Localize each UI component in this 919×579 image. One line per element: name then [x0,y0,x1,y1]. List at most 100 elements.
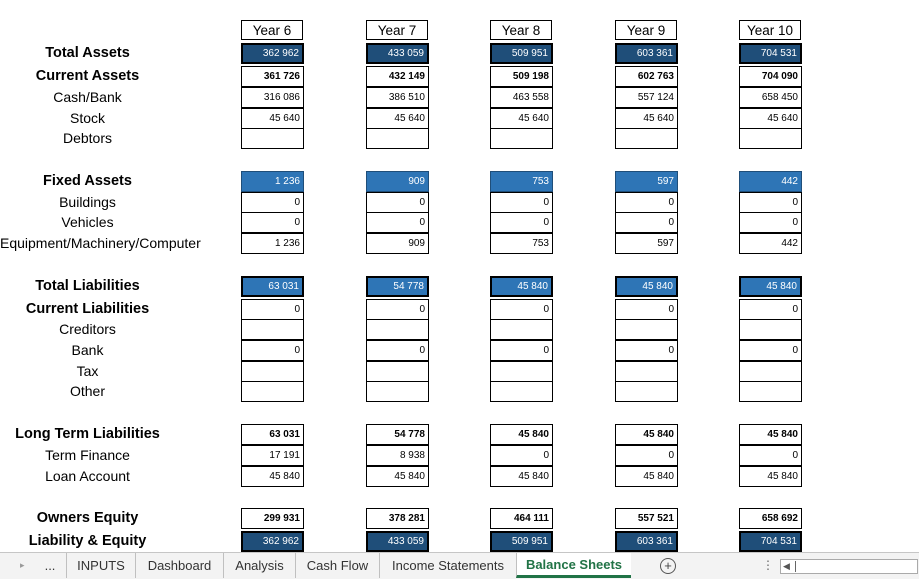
spreadsheet-grid[interactable]: Year 6 Year 7 Year 8 Year 9 Year 10 Total Ass… [0,0,919,552]
table-cell[interactable] [615,128,678,149]
row-label[interactable]: Cash/Bank [53,89,122,105]
table-cell[interactable]: 753 [490,233,553,254]
table-cell[interactable]: 509 198 [490,66,553,87]
table-cell[interactable]: 658 450 [739,87,802,108]
table-cell[interactable] [490,361,553,382]
table-cell[interactable]: 753 [490,171,553,192]
column-header[interactable]: Year 6 [241,20,303,40]
row-label[interactable]: Vehicles [61,214,114,230]
table-cell[interactable] [615,381,678,402]
table-cell[interactable]: 704 531 [739,43,802,64]
table-cell[interactable]: 361 726 [241,66,304,87]
row-label[interactable]: Bank [71,342,104,358]
table-cell[interactable]: 54 778 [366,276,429,297]
table-cell[interactable]: 603 361 [615,531,678,552]
vertical-dots-icon[interactable]: ⋮ [762,558,774,572]
tab-balance-sheets[interactable]: Balance Sheets [516,553,631,578]
table-cell[interactable]: 45 640 [615,108,678,129]
table-cell[interactable]: 0 [739,299,802,320]
row-label[interactable]: Buildings [59,194,116,210]
table-cell[interactable]: 0 [739,340,802,361]
table-cell[interactable]: 45 840 [366,466,429,487]
table-cell[interactable]: 316 086 [241,87,304,108]
table-cell[interactable] [615,361,678,382]
table-cell[interactable]: 362 962 [241,531,304,552]
table-cell[interactable]: 603 361 [615,43,678,64]
table-cell[interactable]: 63 031 [241,424,304,445]
table-cell[interactable] [739,319,802,340]
table-cell[interactable] [241,361,304,382]
table-cell[interactable]: 557 124 [615,87,678,108]
table-cell[interactable]: 0 [615,340,678,361]
table-cell[interactable]: 0 [241,212,304,233]
tab-income-statements[interactable]: Income Statements [379,553,516,578]
table-cell[interactable]: 0 [615,445,678,466]
table-cell[interactable]: 45 840 [490,276,553,297]
table-cell[interactable]: 63 031 [241,276,304,297]
table-cell[interactable]: 0 [366,192,429,213]
table-cell[interactable]: 0 [490,212,553,233]
table-cell[interactable]: 909 [366,171,429,192]
table-cell[interactable]: 0 [490,192,553,213]
row-label[interactable]: Creditors [59,321,116,337]
row-label[interactable]: Fixed Assets [43,173,132,189]
table-cell[interactable] [366,361,429,382]
table-cell[interactable]: 597 [615,233,678,254]
row-label[interactable]: Equipment/Machinery/Computer [0,235,201,251]
tab-analysis[interactable]: Analysis [223,553,295,578]
table-cell[interactable]: 432 149 [366,66,429,87]
table-cell[interactable]: 509 951 [490,531,553,552]
row-label[interactable]: Term Finance [45,447,130,463]
scroll-left-icon[interactable]: ◀ [783,561,790,571]
table-cell[interactable]: 45 840 [241,466,304,487]
table-cell[interactable]: 0 [366,212,429,233]
table-cell[interactable]: 602 763 [615,66,678,87]
table-cell[interactable]: 45 840 [739,424,802,445]
row-label[interactable]: Total Liabilities [35,278,140,294]
table-cell[interactable]: 909 [366,233,429,254]
table-cell[interactable]: 45 840 [615,466,678,487]
table-cell[interactable]: 433 059 [366,531,429,552]
table-cell[interactable]: 8 938 [366,445,429,466]
table-cell[interactable]: 45 840 [739,276,802,297]
horizontal-scrollbar[interactable]: ◀ [780,559,918,574]
table-cell[interactable]: 0 [490,340,553,361]
table-cell[interactable]: 509 951 [490,43,553,64]
row-label[interactable]: Owners Equity [36,510,139,526]
row-label[interactable]: Stock [69,110,105,126]
column-header[interactable]: Year 10 [739,20,801,40]
table-cell[interactable]: 658 692 [739,508,802,529]
table-cell[interactable]: 704 531 [739,531,802,552]
tab-cash-flow[interactable]: Cash Flow [295,553,379,578]
add-sheet-icon[interactable]: + [660,558,676,574]
table-cell[interactable]: 45 640 [241,108,304,129]
table-cell[interactable]: 463 558 [490,87,553,108]
table-cell[interactable]: 464 111 [490,508,553,529]
table-cell[interactable]: 45 640 [490,108,553,129]
table-cell[interactable] [366,128,429,149]
table-cell[interactable]: 0 [490,445,553,466]
table-cell[interactable]: 0 [615,299,678,320]
table-cell[interactable]: 45 640 [366,108,429,129]
row-label[interactable]: Long Term Liabilities [15,426,160,442]
table-cell[interactable]: 1 236 [241,171,304,192]
row-label[interactable]: Liability & Equity [28,533,147,549]
table-cell[interactable] [490,128,553,149]
table-cell[interactable]: 0 [366,299,429,320]
table-cell[interactable]: 45 840 [490,424,553,445]
table-cell[interactable] [366,319,429,340]
row-label[interactable]: Tax [76,363,99,379]
tab-dashboard[interactable]: Dashboard [135,553,223,578]
table-cell[interactable] [366,381,429,402]
table-cell[interactable]: 0 [241,299,304,320]
table-cell[interactable]: 0 [241,340,304,361]
table-cell[interactable]: 299 931 [241,508,304,529]
table-cell[interactable]: 17 191 [241,445,304,466]
table-cell[interactable] [241,381,304,402]
table-cell[interactable]: 45 840 [490,466,553,487]
table-cell[interactable]: 362 962 [241,43,304,64]
table-cell[interactable] [739,361,802,382]
table-cell[interactable]: 0 [490,299,553,320]
row-label[interactable]: Total Assets [45,45,130,61]
table-cell[interactable] [739,128,802,149]
